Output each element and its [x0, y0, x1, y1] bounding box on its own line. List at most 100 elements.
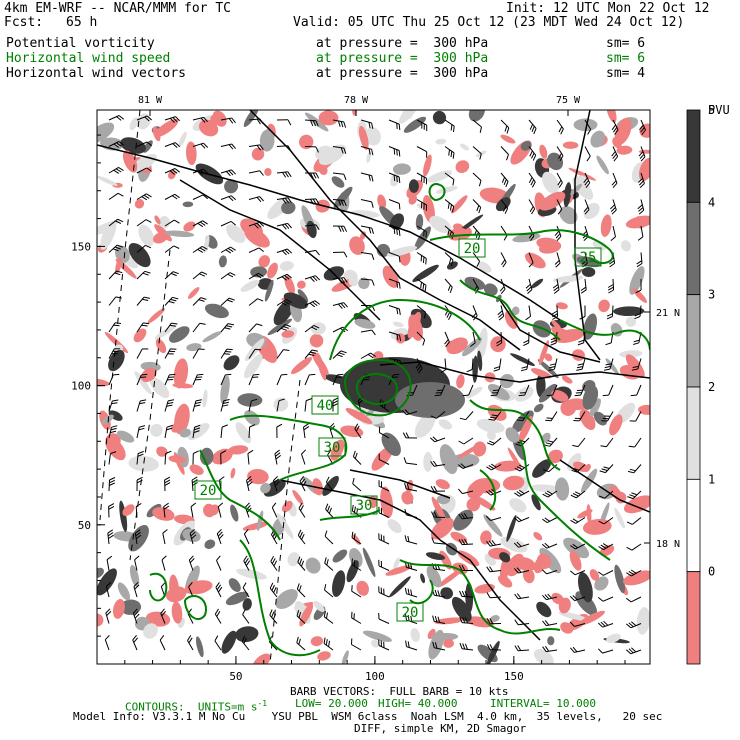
- wind-barb: [351, 558, 362, 571]
- wind-barb: [572, 437, 586, 448]
- wind-barb: [323, 610, 334, 624]
- wind-barb: [161, 555, 167, 571]
- wind-barb: [192, 424, 201, 439]
- pv-blob: [263, 479, 286, 497]
- y-tick-label: 100: [71, 380, 91, 393]
- wind-barb: [404, 587, 418, 598]
- wind-barb: [164, 116, 181, 123]
- pv-blob: [614, 507, 625, 529]
- pv-blob: [189, 464, 204, 475]
- wind-barb: [462, 384, 474, 397]
- wind-barb: [247, 449, 254, 465]
- wind-barb: [378, 453, 390, 465]
- pv-blob: [531, 278, 544, 289]
- pv-blob: [465, 616, 495, 628]
- pv-blob: [426, 565, 442, 588]
- pv-blob: [154, 324, 177, 340]
- colorbar-bin: [686, 478, 701, 573]
- contour-label-text: 25: [580, 250, 597, 266]
- wind-barb: [192, 348, 205, 359]
- wind-barb: [625, 647, 642, 655]
- wind-barb: [241, 635, 250, 651]
- pv-blob: [562, 141, 579, 149]
- contours-units: CONTOURS: UNITS=m s-1: [125, 698, 267, 714]
- pv-blob: [537, 359, 559, 379]
- wind-barb: [636, 252, 643, 268]
- field-name-wspd: Horizontal wind speed: [6, 51, 171, 66]
- pv-blob: [596, 155, 609, 175]
- wind-barb: [576, 358, 586, 371]
- pv-blob: [283, 292, 308, 309]
- wind-barb: [269, 609, 278, 624]
- pv-blob: [108, 349, 125, 372]
- contour-label: 30: [318, 437, 346, 457]
- wind-barb: [192, 399, 202, 412]
- pv-blob: [467, 480, 486, 499]
- pv-blob: [538, 383, 557, 403]
- wind-barb: [163, 502, 170, 518]
- pv-blob: [450, 195, 468, 214]
- pv-blob: [452, 562, 469, 575]
- pv-blob: [538, 340, 549, 366]
- pv-blob: [616, 145, 633, 155]
- wind-barb: [629, 411, 642, 422]
- wind-barb: [378, 559, 390, 571]
- pv-blob: [134, 371, 152, 395]
- pv-blob: [356, 580, 369, 596]
- pv-blob: [156, 446, 168, 457]
- wind-barb: [192, 116, 208, 123]
- wind-barb: [430, 411, 446, 419]
- pv-blob: [273, 299, 295, 326]
- pv-blob: [483, 514, 503, 537]
- y-tick-label: 50: [78, 519, 91, 532]
- pv-core-outer: [395, 382, 465, 418]
- pv-blob: [244, 227, 270, 248]
- pv-blob: [555, 477, 570, 501]
- wind-barb: [324, 530, 334, 545]
- pv-blob: [599, 544, 615, 557]
- wind-barb: [378, 533, 390, 545]
- wind-barb: [573, 411, 586, 422]
- pv-blob: [112, 598, 125, 619]
- wind-barb: [606, 305, 614, 320]
- pv-blob: [487, 384, 510, 401]
- wind-barb: [434, 384, 446, 397]
- colorbar-title: PVU: [708, 103, 730, 117]
- contour-label: 30: [350, 495, 378, 515]
- pv-blob: [552, 275, 584, 283]
- wind-barb: [570, 543, 586, 550]
- pv-blob: [267, 262, 278, 279]
- contour-label-text: 40: [317, 398, 334, 414]
- wind-barb: [304, 373, 316, 386]
- pv-blob: [116, 430, 135, 443]
- wind-barb: [584, 119, 592, 135]
- wind-barb: [164, 245, 180, 253]
- wind-barb: [332, 373, 344, 386]
- wind-barb: [513, 541, 530, 548]
- pv-blob: [623, 495, 650, 514]
- pv-blob: [462, 337, 482, 357]
- pv-blob: [638, 404, 650, 415]
- wind-barb: [599, 464, 614, 474]
- contour-label-text: 20: [402, 605, 419, 621]
- wind-barb: [352, 450, 362, 465]
- colorbar-tick-label: 0: [708, 565, 715, 579]
- pv-blob: [536, 553, 552, 570]
- wind-barb: [556, 146, 564, 162]
- wind-barb: [600, 437, 614, 448]
- pv-blob: [185, 141, 197, 166]
- wind-barb: [598, 517, 614, 525]
- wind-barb: [134, 555, 140, 571]
- wind-barb: [626, 543, 642, 551]
- wind-barb: [378, 639, 390, 651]
- wind-barb: [458, 488, 474, 495]
- wind-barb: [108, 141, 124, 148]
- pv-blob: [438, 419, 453, 430]
- pv-blob: [472, 495, 496, 511]
- wind-barb: [192, 322, 206, 333]
- wind-barb: [378, 480, 390, 492]
- pv-blob: [202, 331, 222, 343]
- wind-barb: [351, 531, 362, 545]
- wind-barb: [134, 529, 142, 545]
- pv-blob: [349, 236, 365, 255]
